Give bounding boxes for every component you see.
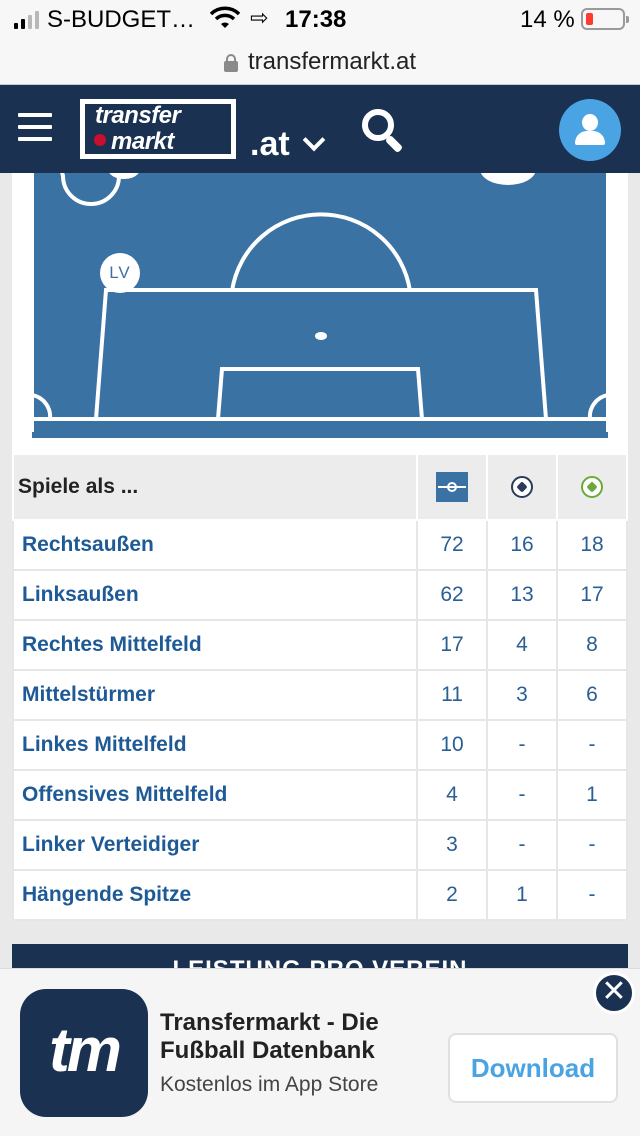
assists-cell: 1 xyxy=(556,769,628,821)
battery-icon xyxy=(581,8,629,30)
assists-cell: 6 xyxy=(556,669,628,721)
domain-label: .at xyxy=(250,125,290,163)
table-row: Linker Verteidiger 3 - - xyxy=(12,819,628,871)
games-cell: 10 xyxy=(416,719,488,771)
games-cell: 72 xyxy=(416,519,488,571)
position-link[interactable]: Rechtes Mittelfeld xyxy=(12,619,418,671)
table-header-goals xyxy=(486,453,558,521)
user-account-button[interactable] xyxy=(559,99,621,161)
position-link[interactable]: Linker Verteidiger xyxy=(12,819,418,871)
table-header-position: Spiele als ... xyxy=(12,453,418,521)
games-cell: 2 xyxy=(416,869,488,921)
games-cell: 17 xyxy=(416,619,488,671)
table-header-games xyxy=(416,453,488,521)
app-install-banner: tm Transfermarkt - Die Fußball Datenbank… xyxy=(0,968,640,1136)
positions-table: Spiele als ... Rechtsaußen 72 16 18 Link… xyxy=(12,453,628,921)
table-row: Hängende Spitze 2 1 - xyxy=(12,869,628,921)
assists-cell: - xyxy=(556,869,628,921)
position-link[interactable]: Hängende Spitze xyxy=(12,869,418,921)
goals-cell: 3 xyxy=(486,669,558,721)
close-banner-icon[interactable]: ✕ xyxy=(593,972,635,1014)
logo-ball-icon xyxy=(94,134,106,146)
logo-text-1: transfer xyxy=(95,102,181,129)
hamburger-menu-icon[interactable] xyxy=(18,113,52,143)
content-card: LV Spiele als ... Rechtsaußen 72 16 18 L… xyxy=(12,173,628,921)
position-link[interactable]: Linkes Mittelfeld xyxy=(12,719,418,771)
position-link[interactable]: Offensives Mittelfeld xyxy=(12,769,418,821)
assists-cell: 18 xyxy=(556,519,628,571)
app-title: Transfermarkt - Die Fußball Datenbank xyxy=(160,1009,379,1064)
football-pitch: LV xyxy=(32,173,608,433)
logo-text-2: markt xyxy=(111,128,174,155)
url-text: transfermarkt.at xyxy=(247,48,417,75)
table-row: Linksaußen 62 13 17 xyxy=(12,569,628,621)
transfermarkt-logo[interactable]: transfer markt xyxy=(80,99,236,159)
carrier-name: S-BUDGET… xyxy=(47,6,196,33)
games-cell: 4 xyxy=(416,769,488,821)
position-link[interactable]: Rechtsaußen xyxy=(12,519,418,571)
goals-cell: - xyxy=(486,819,558,871)
goals-cell: 1 xyxy=(486,869,558,921)
wifi-icon xyxy=(209,6,241,37)
pitch-border xyxy=(32,432,608,438)
assists-cell: - xyxy=(556,719,628,771)
goals-cell: - xyxy=(486,719,558,771)
table-row: Linkes Mittelfeld 10 - - xyxy=(12,719,628,771)
call-forward-icon: ⇨ xyxy=(250,5,269,30)
site-header: transfer markt .at xyxy=(0,85,640,173)
table-row: Rechtsaußen 72 16 18 xyxy=(12,519,628,571)
user-icon xyxy=(582,114,598,131)
assist-football-icon xyxy=(581,476,603,499)
goals-cell: - xyxy=(486,769,558,821)
goals-cell: 16 xyxy=(486,519,558,571)
country-domain-select[interactable]: .at xyxy=(250,125,326,164)
position-link[interactable]: Mittelstürmer xyxy=(12,669,418,721)
search-icon[interactable] xyxy=(362,109,406,154)
lock-icon xyxy=(223,54,238,72)
chevron-down-icon xyxy=(302,128,326,151)
pitch-icon xyxy=(436,472,468,502)
table-row: Rechtes Mittelfeld 17 4 8 xyxy=(12,619,628,671)
table-row: Mittelstürmer 11 3 6 xyxy=(12,669,628,721)
position-marker-lv: LV xyxy=(100,253,140,293)
goals-cell: 13 xyxy=(486,569,558,621)
goals-cell: 4 xyxy=(486,619,558,671)
assists-cell: 17 xyxy=(556,569,628,621)
games-cell: 62 xyxy=(416,569,488,621)
position-link[interactable]: Linksaußen xyxy=(12,569,418,621)
table-header-assists xyxy=(556,453,628,521)
assists-cell: - xyxy=(556,819,628,871)
football-icon xyxy=(511,476,533,499)
battery-percent: 14 % xyxy=(520,6,575,33)
games-cell: 11 xyxy=(416,669,488,721)
download-button[interactable]: Download xyxy=(448,1033,618,1103)
pitch-lines xyxy=(32,173,608,433)
app-icon[interactable]: tm xyxy=(20,989,148,1117)
carrier-info: S-BUDGET… xyxy=(14,6,195,34)
clock: 17:38 xyxy=(285,6,347,33)
games-cell: 3 xyxy=(416,819,488,871)
app-subtitle: Kostenlos im App Store xyxy=(160,1073,379,1096)
status-bar: S-BUDGET… ⇨ 17:38 14 % xyxy=(0,0,640,40)
table-header-row: Spiele als ... xyxy=(12,453,628,521)
table-row: Offensives Mittelfeld 4 - 1 xyxy=(12,769,628,821)
assists-cell: 8 xyxy=(556,619,628,671)
signal-strength-icon xyxy=(14,11,39,29)
url-bar[interactable]: transfermarkt.at xyxy=(0,40,640,85)
battery-level xyxy=(586,13,593,25)
